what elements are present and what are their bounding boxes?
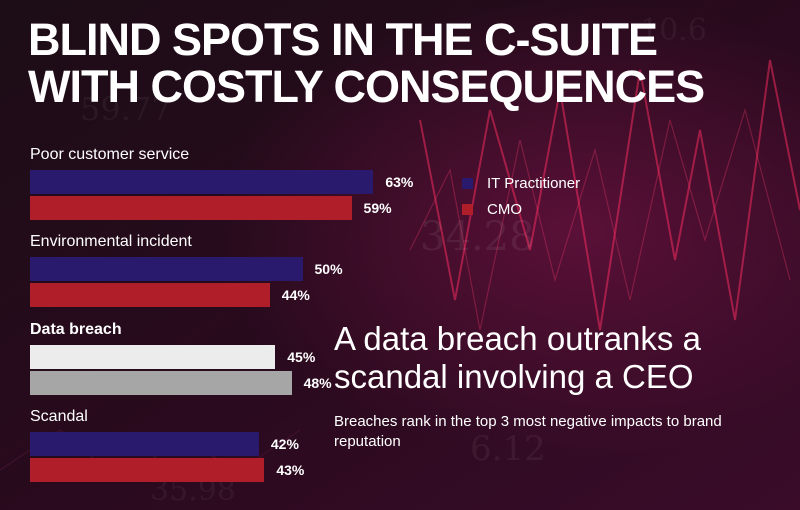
subtext: Breaches rank in the top 3 most negative… [334,413,722,450]
value-label-poor-customer-service-cmo: 59% [363,200,392,216]
value-label-scandal-cmo: 43% [276,462,305,478]
bar-data-breach-it-practitioner [30,345,276,369]
value-label-poor-customer-service-it-practitioner: 63% [385,174,414,190]
title-line-2: WITH COSTLY CONSEQUENCES [28,61,705,112]
legend-swatch-cmo [462,203,473,215]
bar-scandal-cmo [30,458,265,482]
value-label-environmental-incident-cmo: 44% [281,287,310,303]
category-label-environmental-incident: Environmental incident [30,233,192,250]
bar-scandal-it-practitioner [30,432,259,456]
category-label-scandal: Scandal [30,408,88,425]
category-label-data-breach: Data breach [30,321,122,338]
svg-text:10.6: 10.6 [640,13,707,48]
value-label-environmental-incident-it-practitioner: 50% [314,261,343,277]
value-label-data-breach-cmo: 48% [303,375,332,391]
bar-data-breach-cmo [30,371,292,395]
bar-environmental-incident-cmo [30,283,270,307]
legend-label-cmo: CMO [487,200,522,218]
bar-poor-customer-service-cmo [30,196,352,220]
legend: IT Practitioner CMO [462,170,580,222]
title-line-1: BLIND SPOTS IN THE C-SUITE [28,14,658,65]
value-label-data-breach-it-practitioner: 45% [287,349,316,365]
legend-item-cmo: CMO [462,196,580,222]
svg-text:59.77: 59.77 [80,90,172,128]
bar-environmental-incident-it-practitioner [30,257,303,281]
legend-label-it-practitioner: IT Practitioner [487,174,581,192]
bar-poor-customer-service-it-practitioner [30,170,374,194]
page-title: BLIND SPOTS IN THE C-SUITE WITH COSTLY C… [28,14,705,112]
category-label-poor-customer-service: Poor customer service [30,146,190,163]
svg-text:6.12: 6.12 [470,429,546,469]
headline: A data breach outranks a scandal involvi… [334,320,701,395]
value-label-scandal-it-practitioner: 42% [270,436,299,452]
legend-swatch-it-practitioner [462,177,473,189]
legend-item-it-practitioner: IT Practitioner [462,170,580,196]
svg-text:34.28: 34.28 [420,214,535,260]
